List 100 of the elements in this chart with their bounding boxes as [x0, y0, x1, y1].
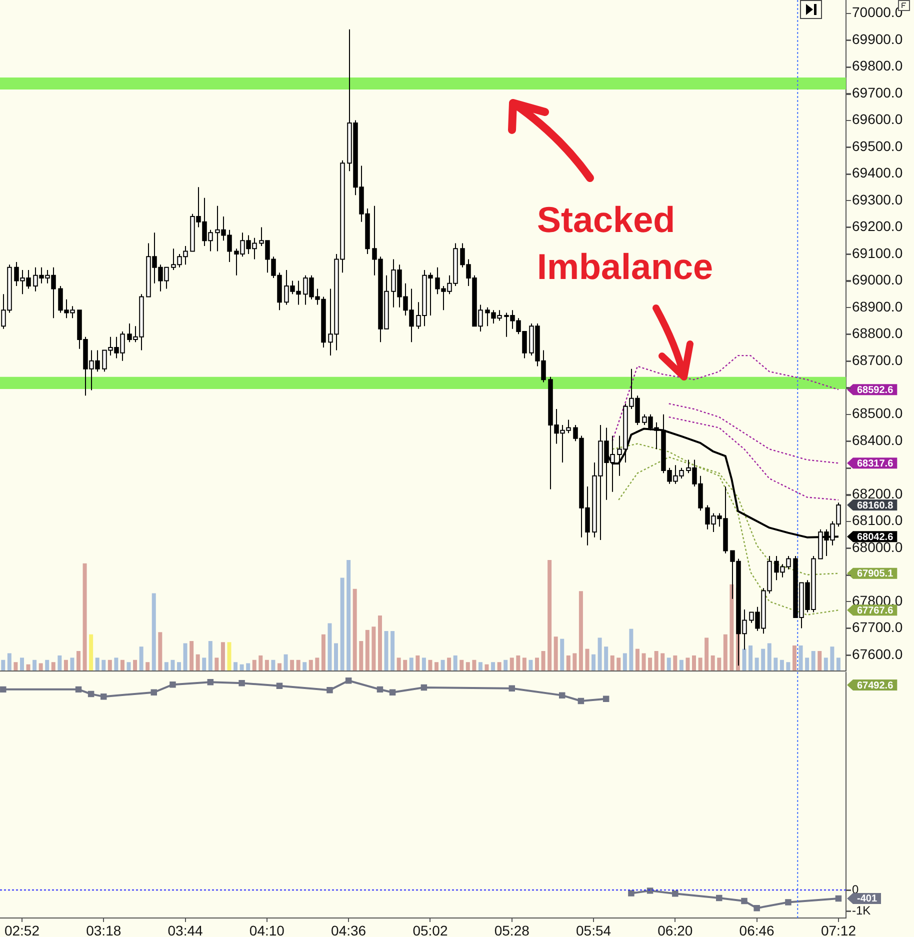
point	[238, 680, 245, 686]
annotation: Stacked Imbalance	[537, 199, 714, 287]
point	[672, 890, 678, 897]
bar	[246, 663, 250, 671]
bar	[346, 560, 351, 671]
point	[276, 682, 283, 689]
bar	[811, 651, 816, 671]
y-tick-label: 69300.0	[852, 191, 903, 208]
bar	[610, 655, 614, 671]
bar	[522, 658, 526, 671]
bar	[120, 660, 124, 671]
bar	[824, 658, 828, 671]
bar	[510, 658, 514, 671]
bar	[302, 662, 307, 671]
bar	[89, 634, 94, 671]
bar	[352, 588, 357, 671]
bar	[334, 643, 338, 671]
y-tick-label: 69800.0	[852, 58, 903, 74]
bar	[126, 662, 131, 671]
bar	[717, 658, 722, 671]
x-tick-label: 05:02	[412, 922, 448, 937]
y-tick-label: 69400.0	[852, 164, 903, 181]
point	[578, 698, 584, 704]
x-tick-label: 03:18	[86, 922, 122, 937]
bar	[516, 655, 520, 671]
line-series	[668, 403, 840, 464]
y-tick-label: 68800.0	[852, 325, 903, 342]
bar	[710, 655, 715, 671]
bar	[82, 563, 87, 671]
bar	[748, 645, 753, 671]
point	[345, 677, 352, 684]
data-label: 67767.6	[857, 605, 894, 616]
bar	[340, 578, 344, 671]
bar	[177, 662, 181, 671]
bar	[780, 660, 784, 671]
bar	[384, 631, 388, 671]
bar	[133, 660, 138, 671]
bar	[252, 660, 256, 671]
line-series	[612, 354, 840, 442]
point	[207, 678, 214, 686]
y-tick-label: 69200.0	[852, 218, 903, 234]
y-tick-label: 68500.0	[852, 405, 903, 422]
bar	[742, 648, 746, 671]
data-label: 67905.1	[857, 568, 894, 580]
bar	[440, 660, 445, 671]
bar	[666, 658, 671, 671]
bar	[102, 660, 106, 671]
bar	[704, 638, 709, 671]
bar	[58, 655, 62, 671]
point	[75, 686, 82, 693]
bar	[396, 658, 401, 671]
y-tick-label: 69100.0	[852, 244, 903, 261]
bar	[158, 632, 162, 671]
point	[628, 890, 634, 896]
bar	[315, 658, 320, 671]
y-tick-label: 69600.0	[852, 111, 903, 128]
bar	[51, 662, 56, 671]
bar	[403, 660, 408, 671]
data-label: 68317.6	[857, 458, 894, 470]
bar	[152, 593, 156, 671]
bar	[372, 626, 376, 671]
bar	[434, 662, 439, 671]
bar	[730, 584, 734, 671]
bar	[95, 658, 100, 671]
bar	[472, 660, 476, 671]
bar	[453, 655, 458, 671]
data-label: 68042.6	[857, 532, 894, 543]
bar	[484, 664, 489, 671]
point	[150, 689, 158, 696]
point	[716, 894, 722, 902]
x-tick-label: 06:20	[658, 922, 693, 937]
bar	[622, 653, 627, 671]
point	[100, 693, 107, 700]
bar	[692, 655, 696, 671]
bar	[786, 662, 790, 671]
bar	[64, 660, 68, 671]
bar	[548, 560, 552, 671]
text: 67492.6	[857, 680, 894, 692]
y-tick-label: 67700.0	[852, 619, 903, 636]
bar	[534, 658, 539, 671]
point	[558, 692, 566, 698]
bar	[45, 660, 50, 671]
bar	[7, 653, 12, 671]
bar	[284, 654, 288, 671]
bar	[196, 654, 200, 671]
bar	[491, 662, 496, 671]
bar	[114, 658, 118, 671]
bar	[220, 642, 225, 671]
bar	[554, 636, 558, 671]
bar	[227, 642, 232, 671]
x-tick-label: 04:36	[331, 922, 366, 937]
y-tick-label: 68900.0	[852, 298, 903, 314]
bar	[378, 616, 382, 671]
bar	[830, 646, 834, 671]
bar	[598, 638, 602, 671]
line-series	[668, 416, 840, 501]
data-label: 68592.6	[857, 384, 894, 396]
bar	[108, 660, 112, 671]
bar	[202, 658, 206, 671]
y-tick-label: 68400.0	[852, 432, 903, 448]
